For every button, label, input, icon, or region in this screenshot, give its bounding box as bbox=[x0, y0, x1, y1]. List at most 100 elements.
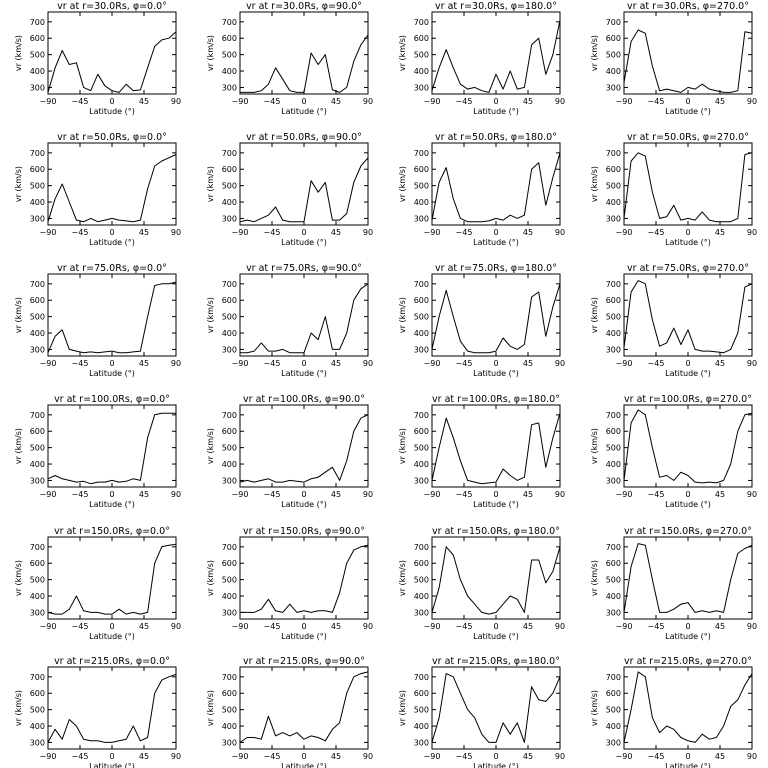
x-tick-label: −90 bbox=[232, 97, 249, 106]
y-tick-label: 400 bbox=[222, 722, 237, 731]
plot-frame bbox=[239, 666, 369, 750]
y-tick-label: 500 bbox=[414, 182, 429, 191]
panel-8: vr at r=50.0Rs, φ=270.0° −90 −45 0 45 90 300 40… bbox=[590, 132, 757, 247]
x-tick-label: 45 bbox=[331, 490, 341, 499]
x-tick-label: −45 bbox=[456, 490, 473, 499]
panel-11: vr at r=75.0Rs, φ=180.0° −90 −45 0 45 90 300 40… bbox=[398, 263, 565, 378]
x-axis-label: Latitude (°) bbox=[665, 500, 711, 509]
x-tick-label: 0 bbox=[109, 752, 114, 761]
series-line bbox=[240, 283, 369, 354]
plot-frame bbox=[431, 273, 561, 357]
y-tick-label: 600 bbox=[222, 689, 237, 698]
y-tick-label: 400 bbox=[30, 592, 45, 601]
y-axis-label: vr (km/s) bbox=[14, 428, 23, 464]
y-tick-label: 300 bbox=[30, 345, 45, 354]
panel-10: vr at r=75.0Rs, φ=90.0° −90 −45 0 45 90 300 400… bbox=[206, 263, 373, 378]
x-tick-label: −90 bbox=[424, 752, 441, 761]
x-tick-label: 90 bbox=[363, 622, 373, 631]
x-tick-label: −45 bbox=[264, 622, 281, 631]
y-tick-label: 300 bbox=[606, 738, 621, 747]
y-tick-label: 600 bbox=[30, 427, 45, 436]
x-tick-label: 0 bbox=[685, 490, 690, 499]
x-tick-label: −45 bbox=[648, 752, 665, 761]
y-tick-label: 700 bbox=[222, 673, 237, 682]
plot-frame bbox=[623, 666, 753, 750]
x-tick-label: 45 bbox=[715, 228, 725, 237]
y-tick-label: 400 bbox=[222, 592, 237, 601]
series-line bbox=[623, 671, 753, 743]
y-tick-label: 300 bbox=[606, 608, 621, 617]
x-tick-label: 90 bbox=[747, 359, 757, 368]
y-axis-label: vr (km/s) bbox=[398, 166, 407, 202]
x-tick-label: −90 bbox=[40, 359, 57, 368]
y-tick-label: 400 bbox=[414, 460, 429, 469]
x-tick-label: 0 bbox=[301, 228, 306, 237]
y-tick-label: 600 bbox=[414, 296, 429, 305]
y-tick-label: 600 bbox=[222, 559, 237, 568]
x-tick-label: 90 bbox=[555, 752, 565, 761]
panel-title: vr at r=100.0Rs, φ=90.0° bbox=[243, 394, 365, 405]
panel-6: vr at r=50.0Rs, φ=90.0° −90 −45 0 45 90 300 400… bbox=[206, 132, 373, 247]
series-line bbox=[623, 152, 753, 223]
y-tick-label: 500 bbox=[414, 313, 429, 322]
x-axis-label: Latitude (°) bbox=[281, 762, 327, 768]
plot-frame bbox=[239, 142, 369, 226]
x-axis-label: Latitude (°) bbox=[281, 238, 327, 247]
y-tick-label: 300 bbox=[222, 738, 237, 747]
plot-frame bbox=[431, 404, 561, 488]
series-line bbox=[623, 409, 753, 484]
x-tick-label: 45 bbox=[715, 359, 725, 368]
x-tick-label: 90 bbox=[171, 359, 181, 368]
x-tick-label: 90 bbox=[555, 490, 565, 499]
y-tick-label: 300 bbox=[222, 476, 237, 485]
y-tick-label: 600 bbox=[222, 165, 237, 174]
x-tick-label: 90 bbox=[747, 228, 757, 237]
y-axis-label: vr (km/s) bbox=[590, 297, 599, 333]
x-tick-label: −45 bbox=[456, 228, 473, 237]
x-tick-label: 0 bbox=[685, 752, 690, 761]
x-tick-label: −90 bbox=[40, 622, 57, 631]
series-line bbox=[239, 671, 369, 743]
x-axis-label: Latitude (°) bbox=[281, 107, 327, 116]
y-tick-label: 400 bbox=[30, 722, 45, 731]
panel-title: vr at r=50.0Rs, φ=0.0° bbox=[57, 132, 167, 143]
x-tick-label: −45 bbox=[264, 359, 281, 368]
x-tick-label: −45 bbox=[648, 228, 665, 237]
series-line bbox=[47, 281, 177, 354]
x-tick-label: −90 bbox=[40, 228, 57, 237]
y-axis-label: vr (km/s) bbox=[590, 690, 599, 726]
y-tick-label: 600 bbox=[222, 427, 237, 436]
plot-frame bbox=[47, 536, 177, 620]
plot-frame bbox=[431, 536, 561, 620]
x-axis-label: Latitude (°) bbox=[665, 762, 711, 768]
y-tick-label: 300 bbox=[30, 476, 45, 485]
y-tick-label: 300 bbox=[414, 345, 429, 354]
x-tick-label: 90 bbox=[363, 228, 373, 237]
x-axis-label: Latitude (°) bbox=[665, 238, 711, 247]
x-axis-label: Latitude (°) bbox=[281, 632, 327, 641]
x-tick-label: 0 bbox=[685, 97, 690, 106]
x-tick-label: 90 bbox=[171, 228, 181, 237]
y-tick-label: 600 bbox=[606, 427, 621, 436]
y-axis-label: vr (km/s) bbox=[14, 297, 23, 333]
y-tick-label: 700 bbox=[606, 673, 621, 682]
x-tick-label: 90 bbox=[555, 228, 565, 237]
y-tick-label: 500 bbox=[606, 706, 621, 715]
y-tick-label: 700 bbox=[414, 18, 429, 27]
series-line bbox=[47, 673, 177, 743]
y-tick-label: 500 bbox=[30, 576, 45, 585]
x-tick-label: 45 bbox=[523, 97, 533, 106]
x-tick-label: 0 bbox=[493, 228, 498, 237]
panel-3: vr at r=30.0Rs, φ=180.0° −90 −45 0 45 90 300 40… bbox=[398, 1, 565, 116]
plot-frame bbox=[623, 536, 753, 620]
y-tick-label: 300 bbox=[414, 214, 429, 223]
panel-title: vr at r=215.0Rs, φ=90.0° bbox=[243, 656, 365, 667]
x-tick-label: −45 bbox=[456, 359, 473, 368]
x-tick-label: −90 bbox=[40, 752, 57, 761]
x-tick-label: 45 bbox=[139, 490, 149, 499]
y-tick-label: 600 bbox=[414, 34, 429, 43]
x-tick-label: −90 bbox=[616, 359, 633, 368]
x-tick-label: 0 bbox=[685, 622, 690, 631]
panel-title: vr at r=30.0Rs, φ=180.0° bbox=[435, 1, 557, 12]
panel-12: vr at r=75.0Rs, φ=270.0° −90 −45 0 45 90 300 40… bbox=[590, 263, 757, 378]
